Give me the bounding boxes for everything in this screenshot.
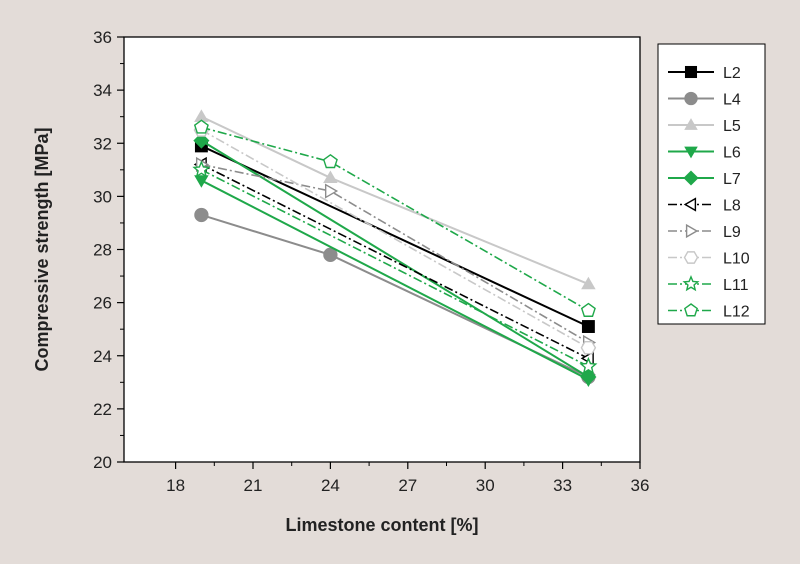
data-point-l12 <box>580 302 596 317</box>
legend-marker <box>683 251 699 264</box>
series-layer <box>192 109 598 387</box>
data-point-l4 <box>323 247 338 262</box>
legend-item-l12: L12 <box>668 303 750 321</box>
x-tick-label: 18 <box>166 476 185 495</box>
data-point-l10 <box>580 341 597 355</box>
data-point-l2 <box>581 320 595 333</box>
x-tick-label: 30 <box>476 476 495 495</box>
series-line-l10 <box>201 129 589 349</box>
y-tick-label: 32 <box>93 134 112 153</box>
series-line-l11 <box>201 169 589 368</box>
series-line-l8 <box>201 163 589 360</box>
legend-box <box>657 43 766 325</box>
x-tick-label: 36 <box>631 476 650 495</box>
y-tick-label: 24 <box>93 347 112 366</box>
series-l11 <box>192 160 598 375</box>
legend-item-l8: L8 <box>668 197 741 215</box>
legend-label: L5 <box>723 118 741 135</box>
legend-label: L11 <box>723 277 749 294</box>
series-line-l2 <box>200 145 589 328</box>
legend-item-l6: L6 <box>668 145 741 162</box>
legend-marker <box>685 223 699 239</box>
legend-label: L2 <box>723 65 741 82</box>
series-line-l7 <box>200 139 589 378</box>
data-point-l7 <box>193 132 210 149</box>
y-tick-label: 28 <box>93 241 112 260</box>
legend-item-l7: L7 <box>668 170 741 188</box>
data-point-l11 <box>192 160 211 178</box>
legend-label: L8 <box>723 198 741 215</box>
legend-label: L10 <box>723 251 750 268</box>
x-tick-label: 21 <box>244 476 263 495</box>
y-tick-label: 26 <box>93 294 112 313</box>
series-l5 <box>194 109 596 290</box>
data-point-l11 <box>579 356 598 375</box>
plot-area <box>123 36 641 463</box>
y-tick-label: 30 <box>93 187 112 206</box>
series-line-l6 <box>200 179 589 381</box>
series-l7 <box>193 132 597 386</box>
axis-ticks: 18 21 24 27 30 33 36 20 22 24 26 28 30 32 34 36 <box>93 28 649 495</box>
legend-label: L12 <box>723 304 750 321</box>
x-tick-label: 24 <box>321 476 340 495</box>
legend-marker <box>683 303 699 317</box>
x-axis-label: Limestone content [%] <box>285 515 478 535</box>
y-tick-label: 34 <box>93 81 112 100</box>
x-tick-label: 33 <box>553 476 572 495</box>
data-point-l12 <box>193 119 209 134</box>
legend-item-l5: L5 <box>668 118 741 135</box>
legend-marker <box>683 170 699 186</box>
y-tick-label: 36 <box>93 28 112 47</box>
legend-marker <box>684 65 698 79</box>
series-l12 <box>193 119 596 317</box>
data-point-l5 <box>323 170 338 184</box>
legend-label: L4 <box>723 92 741 109</box>
data-point-l4 <box>194 207 209 223</box>
y-tick-label: 22 <box>93 400 112 419</box>
legend-marker <box>683 197 697 212</box>
data-point-l6 <box>194 175 209 188</box>
legend-label: L7 <box>723 171 741 188</box>
legend-marker <box>682 275 700 292</box>
legend-item-l4: L4 <box>668 92 741 109</box>
legend-marker <box>684 91 698 106</box>
legend-marker <box>684 146 698 159</box>
x-tick-label: 27 <box>398 476 417 495</box>
data-point-l7 <box>580 368 597 386</box>
legend-item-l10: L10 <box>668 251 750 268</box>
legend-label: L6 <box>723 145 741 162</box>
data-point-l5 <box>581 276 596 290</box>
y-tick-label: 20 <box>93 453 112 472</box>
legend-item-l11: L11 <box>668 275 749 294</box>
data-point-l12 <box>322 153 338 169</box>
legend-label: L9 <box>723 224 741 241</box>
y-axis-label: Compressive strength [MPa] <box>32 127 52 371</box>
legend-marker <box>684 118 698 130</box>
legend-item-l9: L9 <box>668 223 741 241</box>
data-point-l9 <box>324 183 339 199</box>
legend: L2 L4 L5 L6 L7 L8 L9 L10 L11 L12 <box>657 43 766 325</box>
legend-item-l2: L2 <box>668 65 741 82</box>
